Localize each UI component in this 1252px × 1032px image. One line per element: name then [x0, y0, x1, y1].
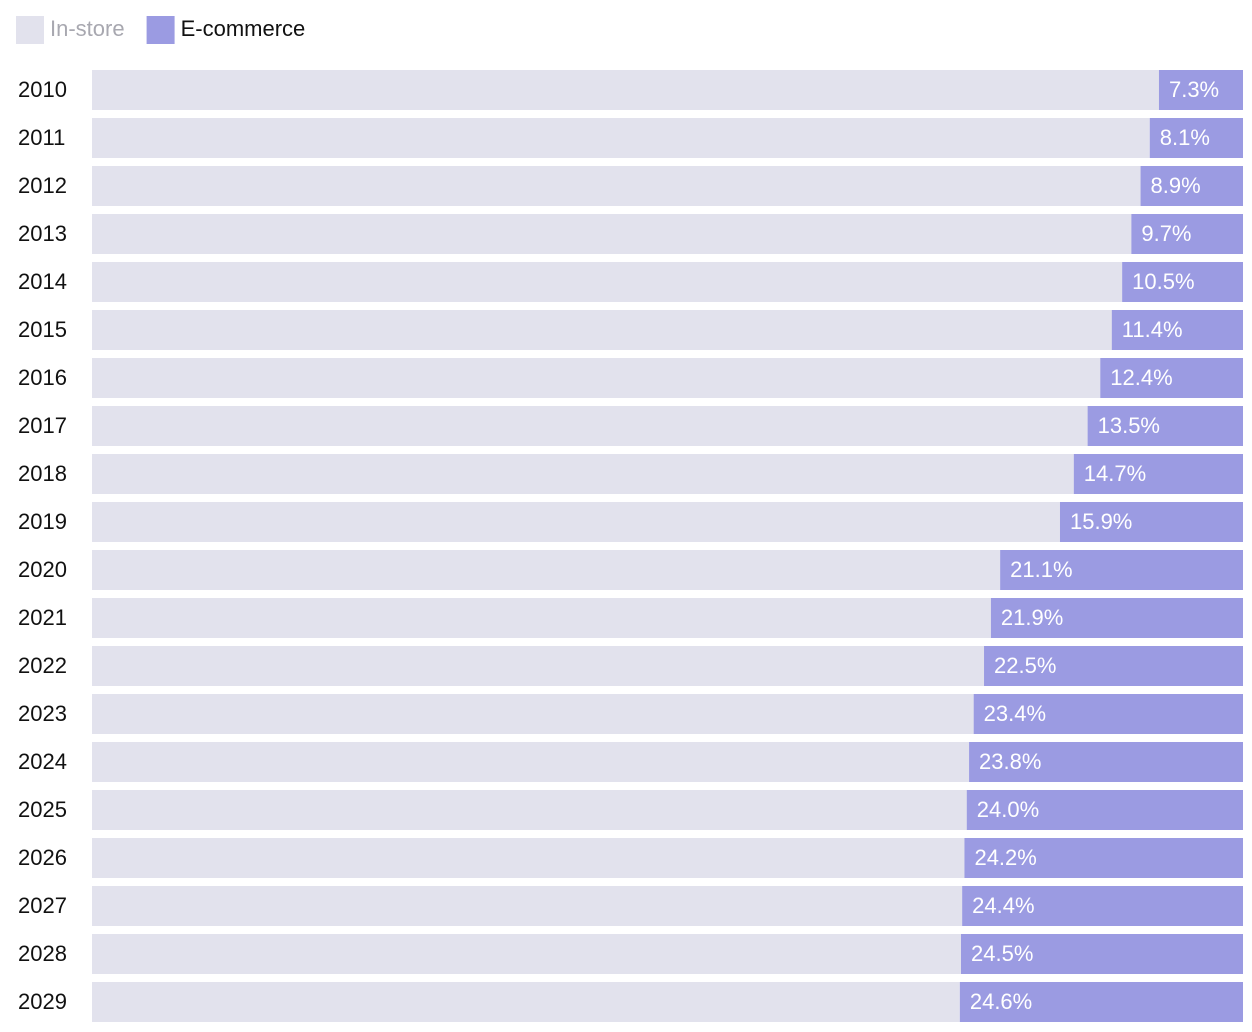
bar-segment: [1111, 310, 1243, 350]
value-label: 12.4%: [1110, 365, 1172, 390]
bar-segment: [92, 310, 1112, 350]
bar-segment: [92, 886, 963, 926]
y-tick-label: 2020: [18, 557, 67, 582]
y-tick-label: 2029: [18, 989, 67, 1014]
bar-segment: [1059, 502, 1243, 542]
y-tick-label: 2027: [18, 893, 67, 918]
bar-segment: [92, 358, 1101, 398]
value-label: 7.3%: [1169, 77, 1219, 102]
y-tick-label: 2014: [18, 269, 67, 294]
y-tick-label: 2017: [18, 413, 67, 438]
bar-segment: [92, 214, 1132, 254]
y-tick-label: 2019: [18, 509, 67, 534]
bar-segment: [959, 982, 1243, 1022]
bar-segment: [92, 118, 1150, 158]
bar-segment: [973, 694, 1243, 734]
legend-swatch: [16, 16, 44, 44]
y-tick-label: 2018: [18, 461, 67, 486]
bar-segment: [92, 742, 970, 782]
y-tick-label: 2012: [18, 173, 67, 198]
bar-segment: [966, 790, 1243, 830]
bar-segment: [1073, 454, 1243, 494]
bar-segment: [92, 838, 965, 878]
bar-segment: [1131, 214, 1243, 254]
bar-segment: [984, 646, 1243, 686]
y-tick-label: 2023: [18, 701, 67, 726]
bar-segment: [92, 598, 991, 638]
bar-segment: [1140, 166, 1243, 206]
bar-segment: [1122, 262, 1243, 302]
value-label: 21.9%: [1001, 605, 1063, 630]
y-tick-label: 2016: [18, 365, 67, 390]
y-tick-label: 2011: [18, 125, 65, 150]
value-label: 23.8%: [979, 749, 1041, 774]
value-label: 8.9%: [1151, 173, 1201, 198]
value-label: 22.5%: [994, 653, 1056, 678]
bar-segment: [1149, 118, 1243, 158]
bar-segment: [92, 550, 1001, 590]
bar-segment: [92, 934, 962, 974]
bar-segment: [92, 646, 985, 686]
bar-segment: [969, 742, 1243, 782]
y-tick-label: 2013: [18, 221, 67, 246]
y-tick-label: 2026: [18, 845, 67, 870]
bar-segment: [92, 694, 974, 734]
bar-segment: [92, 406, 1088, 446]
value-label: 10.5%: [1132, 269, 1194, 294]
y-tick-label: 2021: [18, 605, 67, 630]
value-label: 11.4%: [1122, 317, 1183, 342]
bar-segment: [92, 790, 967, 830]
bar-segment: [1000, 550, 1243, 590]
value-label: 14.7%: [1084, 461, 1146, 486]
value-label: 24.6%: [970, 989, 1032, 1014]
value-label: 8.1%: [1160, 125, 1210, 150]
y-tick-label: 2024: [18, 749, 67, 774]
value-label: 21.1%: [1010, 557, 1072, 582]
value-label: 24.4%: [972, 893, 1034, 918]
y-tick-label: 2010: [18, 77, 67, 102]
value-label: 9.7%: [1141, 221, 1191, 246]
value-label: 23.4%: [984, 701, 1046, 726]
bar-segment: [1158, 70, 1243, 110]
bar-segment: [92, 454, 1074, 494]
bar-segment: [962, 886, 1243, 926]
bar-segment: [1087, 406, 1243, 446]
bar-segment: [92, 982, 960, 1022]
bar-segment: [92, 166, 1141, 206]
value-label: 24.2%: [974, 845, 1036, 870]
bar-segment: [92, 502, 1060, 542]
legend-label: E-commerce: [181, 16, 306, 41]
value-label: 24.5%: [971, 941, 1033, 966]
y-tick-label: 2022: [18, 653, 67, 678]
bar-segment: [964, 838, 1243, 878]
y-tick-label: 2015: [18, 317, 67, 342]
y-tick-label: 2025: [18, 797, 67, 822]
bar-segment: [92, 262, 1123, 302]
bar-segment: [961, 934, 1243, 974]
value-label: 13.5%: [1098, 413, 1160, 438]
bar-segment: [990, 598, 1243, 638]
value-label: 15.9%: [1070, 509, 1132, 534]
legend-swatch: [146, 16, 175, 44]
legend-label: In-store: [50, 16, 125, 41]
value-label: 24.0%: [977, 797, 1039, 822]
y-tick-label: 2028: [18, 941, 67, 966]
bar-segment: [92, 70, 1159, 110]
bar-segment: [1100, 358, 1243, 398]
